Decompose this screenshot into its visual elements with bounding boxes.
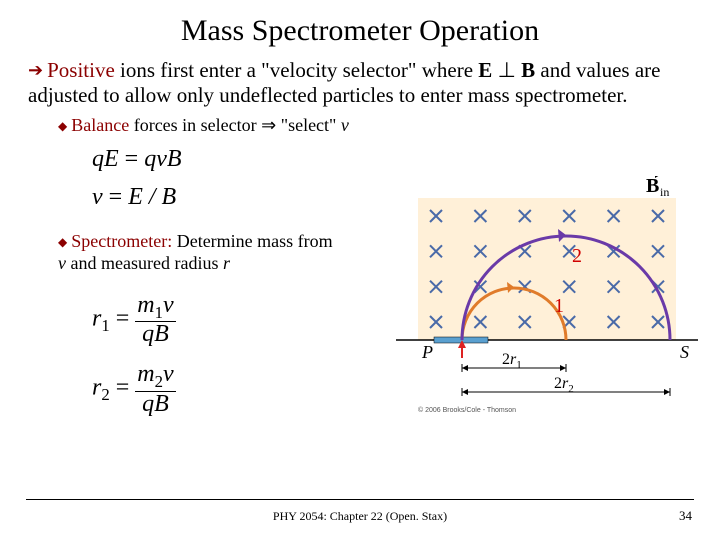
eq2-eq: = (103, 184, 129, 210)
eq4-num-m: m (137, 361, 154, 387)
svg-text:2: 2 (572, 245, 582, 267)
bullet-lead: Positive (47, 58, 115, 82)
page-number: 34 (679, 508, 692, 524)
sub2-rest1: Determine mass from (172, 231, 332, 251)
diamond-icon: ◆ (58, 119, 67, 134)
equation-2: v = E / B (0, 177, 370, 215)
sub2-r: r (223, 253, 230, 273)
vec-E: E (478, 58, 492, 82)
eq2-left: v (92, 184, 103, 210)
vec-B: B (521, 58, 535, 82)
diamond-icon-2: ◆ (58, 235, 67, 250)
svg-text:P: P (421, 342, 433, 362)
eq4-den: qB (135, 392, 175, 416)
bullet-text-1: ions first enter a "velocity selector" w… (115, 58, 479, 82)
sub2-v: v (58, 253, 66, 273)
arrow-icon: ➔ (28, 60, 43, 82)
eq3-eq: = (110, 305, 136, 331)
slide-title: Mass Spectrometer Operation (0, 0, 720, 58)
eq4-frac: m2v qB (135, 362, 175, 416)
sub2-rest2: and measured radius (66, 253, 223, 273)
sub1-lead: Balance (71, 115, 129, 135)
sub-bullet-2: ◆ Spectrometer: Determine mass from v and… (0, 216, 370, 277)
eq3-den: qB (135, 322, 175, 346)
footer-text: PHY 2054: Chapter 22 (Open. Stax) (0, 509, 720, 524)
eq1-left: qE (92, 146, 119, 172)
eq4-eq: = (110, 375, 136, 401)
svg-text:© 2006 Brooks/Cole - Thomson: © 2006 Brooks/Cole - Thomson (418, 406, 516, 414)
svg-text:1: 1 (554, 295, 564, 317)
eq3-sub: 1 (101, 316, 109, 335)
equation-1: qE = qvB (0, 139, 370, 177)
footer-divider (26, 499, 694, 500)
equation-4: r2 = m2v qB (0, 348, 370, 418)
perp-symbol: ⊥ (492, 58, 521, 82)
eq4-r: r (92, 375, 101, 401)
equation-3: r1 = m1v qB (0, 277, 370, 349)
svg-text:in: in (660, 185, 669, 199)
spectrometer-figure: BinPS2r12r212© 2006 Brooks/Cole - Thomso… (396, 176, 698, 428)
eq3-num-v: v (163, 292, 174, 318)
eq1-right: qvB (144, 146, 181, 172)
sub1-rest: forces in selector ⇒ "select" (129, 115, 341, 135)
eq3-num-sub: 1 (155, 302, 163, 321)
svg-text:B: B (646, 176, 659, 197)
eq1-eq: = (119, 146, 145, 172)
sub1-v: v (341, 115, 349, 135)
main-bullet: ➔Positive ions first enter a "velocity s… (0, 58, 720, 108)
eq4-num-sub: 2 (155, 372, 163, 391)
eq4-num-v: v (163, 361, 174, 387)
eq4-sub: 2 (101, 385, 109, 404)
eq2-right: E / B (128, 184, 176, 210)
sub-bullet-1: ◆ Balance forces in selector ⇒ "select" v (0, 108, 720, 139)
eq3-frac: m1v qB (135, 293, 175, 347)
eq3-r: r (92, 305, 101, 331)
sub2-lead: Spectrometer: (71, 231, 172, 251)
eq3-num-m: m (137, 292, 154, 318)
svg-text:S: S (680, 342, 689, 362)
